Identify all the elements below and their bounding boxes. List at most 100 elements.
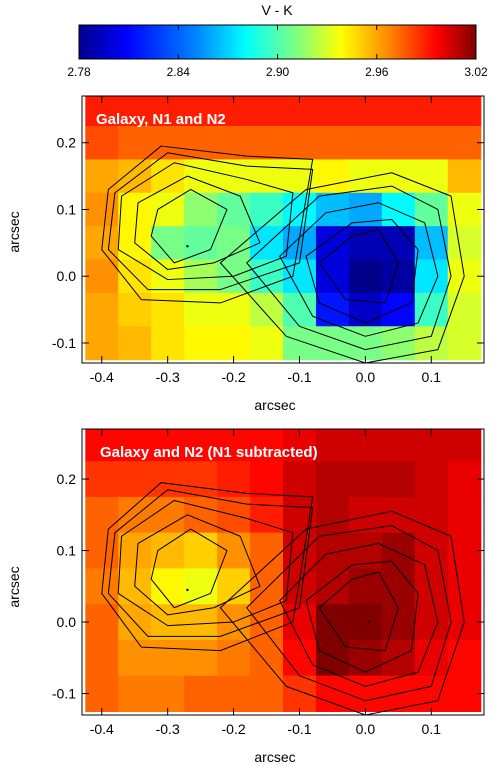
heatmap-cell — [348, 292, 383, 327]
heatmap-cell — [184, 568, 218, 605]
heatmap-cell — [151, 675, 185, 713]
heatmap-cell — [184, 461, 218, 498]
heatmap-cell — [381, 429, 416, 462]
heatmap-cell — [118, 496, 152, 534]
heatmap-cell — [184, 639, 218, 677]
heatmap-cell — [184, 159, 218, 194]
heatmap-cell — [381, 159, 416, 194]
x-tick-label: -0.1 — [287, 369, 311, 385]
contour-line — [101, 145, 314, 304]
heatmap-cell — [283, 461, 317, 498]
heatmap-cell — [348, 461, 383, 498]
heatmap-cell — [315, 461, 350, 498]
contour-line — [305, 560, 419, 673]
x-tick-label: -0.3 — [156, 721, 180, 737]
heatmap-cell — [315, 639, 350, 677]
colorbar: V - K 2.78 2.84 2.90 2.96 3.02 — [67, 2, 488, 79]
heatmap-cell — [315, 226, 350, 261]
y-tick-label: 0.2 — [57, 135, 77, 151]
heatmap-cell — [315, 568, 350, 605]
heatmap-cell — [283, 532, 317, 570]
heatmap-cell — [85, 159, 119, 194]
x-axis-label: arcsec — [254, 397, 295, 413]
heatmap-cell — [85, 496, 119, 534]
axes: -0.4 -0.3 -0.2 -0.1 0.0 0.1 -0.1 0.0 0.1 0.2 — [52, 95, 485, 385]
contour-line — [318, 571, 399, 652]
heatmap-cell — [447, 639, 482, 677]
contour-line — [107, 152, 314, 291]
heatmap-cell — [250, 532, 284, 570]
heatmap-cells — [85, 96, 482, 361]
heatmap-cell — [381, 604, 416, 641]
heatmap-cell — [217, 226, 251, 261]
colorbar-tick-label: 2.84 — [167, 65, 191, 79]
heatmap-cell — [118, 461, 152, 498]
heatmap-cell — [315, 604, 350, 641]
contour-lines — [101, 145, 465, 364]
heatmap-cell — [348, 126, 383, 161]
contour-line — [246, 525, 452, 702]
heatmap-cell — [151, 639, 185, 677]
heatmap-cell — [250, 96, 284, 127]
heatmap-cell — [315, 126, 350, 161]
heatmap-cell — [447, 461, 482, 498]
heatmap-cell — [414, 126, 449, 161]
heatmap-cell — [283, 639, 317, 677]
heatmap-cell — [414, 192, 449, 227]
heatmap-cell — [250, 159, 284, 194]
heatmap-cell — [414, 568, 449, 605]
heatmap-cell — [315, 259, 350, 294]
heatmap-cell — [118, 126, 152, 161]
heatmap-cell — [447, 675, 482, 713]
heatmap-cell — [118, 429, 152, 462]
y-tick-label: -0.1 — [52, 335, 76, 351]
heatmap-cell — [447, 192, 482, 227]
panel-title: Galaxy and N2 (N1 subtracted) — [100, 444, 318, 461]
contour-peak — [367, 275, 370, 278]
heatmap-cell — [85, 675, 119, 713]
panel-title: Galaxy, N1 and N2 — [96, 111, 226, 128]
colorbar-title: V - K — [261, 2, 293, 18]
heatmap-cell — [250, 461, 284, 498]
contour-line — [318, 229, 399, 304]
y-tick-label: 0.0 — [57, 268, 77, 284]
heatmap-cell — [118, 675, 152, 713]
heatmap-cell — [250, 326, 284, 361]
heatmap-cell — [414, 604, 449, 641]
heatmap-cell — [381, 496, 416, 534]
heatmap-cell — [348, 568, 383, 605]
heatmap-cell — [315, 326, 350, 361]
heatmap-cell — [250, 604, 284, 641]
heatmap-cell — [217, 292, 251, 327]
contour-line — [134, 175, 261, 271]
heatmap-cell — [348, 604, 383, 641]
heatmap-cell — [118, 159, 152, 194]
contour-line — [150, 188, 228, 264]
heatmap-cell — [447, 496, 482, 534]
y-tick-label: -0.1 — [52, 686, 76, 702]
heatmap-cell — [414, 639, 449, 677]
y-axis-label: arcsec — [6, 566, 22, 607]
heatmap-cell — [315, 496, 350, 534]
x-tick-label: -0.2 — [222, 721, 246, 737]
heatmap-cell — [250, 675, 284, 713]
heatmap-cell — [315, 429, 350, 462]
heatmap-cell — [381, 532, 416, 570]
contour-line — [117, 500, 294, 627]
heatmap-cell — [250, 192, 284, 227]
heatmap-cell — [85, 192, 119, 227]
heatmap-cell — [217, 675, 251, 713]
heatmap-cell — [250, 126, 284, 161]
heatmap-panel-galaxy-n1-n2: Galaxy, N1 and N2 -0.4 -0.3 -0.2 -0.1 0.0 0.1… — [6, 95, 485, 413]
contour-line — [279, 202, 439, 337]
heatmap-cell — [85, 639, 119, 677]
heatmap-cell — [447, 226, 482, 261]
contour-lines — [101, 482, 465, 716]
x-tick-label: 0.0 — [356, 721, 376, 737]
contour-line — [134, 514, 261, 616]
heatmap-cell — [184, 226, 218, 261]
heatmap-cell — [447, 429, 482, 462]
contour-peak — [186, 588, 189, 592]
heatmap-cell — [447, 96, 482, 127]
